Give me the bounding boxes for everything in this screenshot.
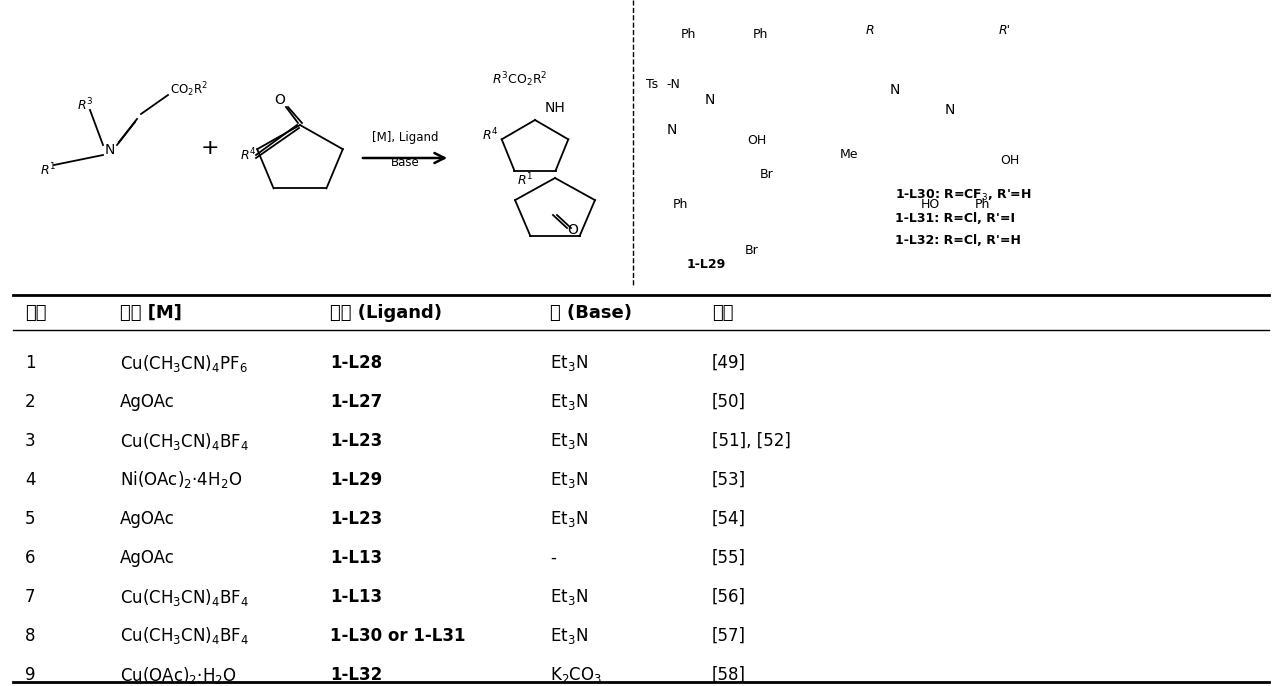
Text: Cu(CH$_3$CN)$_4$BF$_4$: Cu(CH$_3$CN)$_4$BF$_4$ xyxy=(121,626,249,646)
Text: R': R' xyxy=(999,23,1011,36)
Text: 4: 4 xyxy=(26,471,36,489)
Text: O: O xyxy=(274,93,286,107)
Text: 1-L29: 1-L29 xyxy=(329,471,382,489)
Text: 编号: 编号 xyxy=(26,304,46,322)
Text: 1-L27: 1-L27 xyxy=(329,393,382,411)
Text: +: + xyxy=(201,138,219,158)
Text: 1-L29: 1-L29 xyxy=(686,259,726,272)
Text: N: N xyxy=(105,143,115,157)
Text: 3: 3 xyxy=(26,432,36,450)
Text: Cu(CH$_3$CN)$_4$BF$_4$: Cu(CH$_3$CN)$_4$BF$_4$ xyxy=(121,431,249,451)
Text: O: O xyxy=(568,223,578,237)
Text: AgOAc: AgOAc xyxy=(121,393,174,411)
Text: [53]: [53] xyxy=(712,471,746,489)
Text: 1-L30: R=CF$_3$, R'=H: 1-L30: R=CF$_3$, R'=H xyxy=(895,187,1032,202)
Text: 2: 2 xyxy=(26,393,36,411)
Text: N: N xyxy=(890,83,900,97)
Text: Et$_3$N: Et$_3$N xyxy=(550,470,588,490)
Text: -: - xyxy=(550,549,556,567)
Text: 碱 (Base): 碱 (Base) xyxy=(550,304,632,322)
Text: 9: 9 xyxy=(26,666,36,684)
Text: [51], [52]: [51], [52] xyxy=(712,432,791,450)
Text: 6: 6 xyxy=(26,549,36,567)
Text: 8: 8 xyxy=(26,627,36,645)
Text: Ph: Ph xyxy=(672,198,687,211)
Text: Ph: Ph xyxy=(976,198,991,211)
Text: $R^1$: $R^1$ xyxy=(517,172,533,188)
Text: Br: Br xyxy=(760,169,774,182)
Text: Et$_3$N: Et$_3$N xyxy=(550,392,588,412)
Text: Cu(CH$_3$CN)$_4$PF$_6$: Cu(CH$_3$CN)$_4$PF$_6$ xyxy=(121,353,247,373)
Text: Et$_3$N: Et$_3$N xyxy=(550,509,588,529)
Text: 1-L30 or 1-L31: 1-L30 or 1-L31 xyxy=(329,627,465,645)
Text: [58]: [58] xyxy=(712,666,746,684)
Text: $R^3$CO$_2$R$^2$: $R^3$CO$_2$R$^2$ xyxy=(492,71,547,89)
Text: R: R xyxy=(865,23,874,36)
Text: [56]: [56] xyxy=(712,588,746,606)
Text: 1-L32: R=Cl, R'=H: 1-L32: R=Cl, R'=H xyxy=(895,235,1020,248)
Text: CO$_2$R$^2$: CO$_2$R$^2$ xyxy=(171,81,208,99)
Text: Et$_3$N: Et$_3$N xyxy=(550,587,588,607)
Text: HO: HO xyxy=(920,198,940,211)
Text: 7: 7 xyxy=(26,588,36,606)
Text: 1-L13: 1-L13 xyxy=(329,588,382,606)
Text: Br: Br xyxy=(745,244,759,257)
Text: OH: OH xyxy=(1000,154,1019,167)
Text: K$_2$CO$_3$: K$_2$CO$_3$ xyxy=(550,665,603,685)
Text: AgOAc: AgOAc xyxy=(121,549,174,567)
Text: Cu(CH$_3$CN)$_4$BF$_4$: Cu(CH$_3$CN)$_4$BF$_4$ xyxy=(121,587,249,608)
Text: Me: Me xyxy=(840,148,858,161)
Text: $R^1$: $R^1$ xyxy=(40,162,56,178)
Text: N: N xyxy=(705,93,715,107)
Text: [50]: [50] xyxy=(712,393,746,411)
Text: $R^3$: $R^3$ xyxy=(77,97,94,113)
Text: OH: OH xyxy=(747,134,767,147)
Text: [55]: [55] xyxy=(712,549,746,567)
Text: N: N xyxy=(945,103,955,117)
Text: 1-L23: 1-L23 xyxy=(329,432,382,450)
Text: Et$_3$N: Et$_3$N xyxy=(550,353,588,373)
Text: 1-L23: 1-L23 xyxy=(329,510,382,528)
Text: 金属 [M]: 金属 [M] xyxy=(121,304,182,322)
Text: Cu(OAc)$_2$·H$_2$O: Cu(OAc)$_2$·H$_2$O xyxy=(121,665,237,685)
Text: N: N xyxy=(667,123,677,137)
Text: NH: NH xyxy=(545,101,565,115)
Text: Ts: Ts xyxy=(646,78,658,91)
Text: 1-L13: 1-L13 xyxy=(329,549,382,567)
Text: Ni(OAc)$_2$·4H$_2$O: Ni(OAc)$_2$·4H$_2$O xyxy=(121,469,242,490)
Text: $R^4$: $R^4$ xyxy=(482,127,499,143)
Text: [54]: [54] xyxy=(712,510,746,528)
Text: Et$_3$N: Et$_3$N xyxy=(550,626,588,646)
Text: $R^4$: $R^4$ xyxy=(240,147,256,163)
Text: 配体 (Ligand): 配体 (Ligand) xyxy=(329,304,442,322)
Text: 1-L28: 1-L28 xyxy=(329,354,382,372)
Text: Base: Base xyxy=(391,156,419,169)
Text: Ph: Ph xyxy=(681,29,696,41)
Text: [57]: [57] xyxy=(712,627,746,645)
Text: 5: 5 xyxy=(26,510,36,528)
Text: 1-L31: R=Cl, R'=I: 1-L31: R=Cl, R'=I xyxy=(895,211,1015,224)
Text: 1-L32: 1-L32 xyxy=(329,666,382,684)
Text: AgOAc: AgOAc xyxy=(121,510,174,528)
Text: Et$_3$N: Et$_3$N xyxy=(550,431,588,451)
Text: 1: 1 xyxy=(26,354,36,372)
Text: Ph: Ph xyxy=(753,29,768,41)
Text: -N: -N xyxy=(667,78,679,91)
Text: 文献: 文献 xyxy=(712,304,733,322)
Text: [M], Ligand: [M], Ligand xyxy=(372,132,438,145)
Text: [49]: [49] xyxy=(712,354,746,372)
